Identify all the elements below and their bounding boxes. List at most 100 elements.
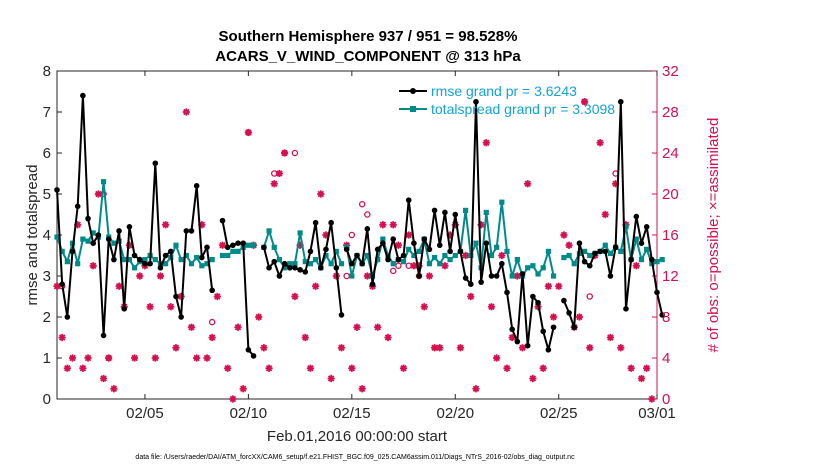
totalspread-point (245, 242, 251, 248)
y-tick-label: 4 (43, 227, 51, 244)
obs-assimilated-marker (632, 262, 640, 270)
obs-assimilated-marker (539, 364, 547, 372)
rmse-point (416, 273, 422, 279)
y-tick-label-right: 16 (662, 227, 679, 244)
rmse-point (230, 242, 236, 249)
rmse-point (586, 262, 593, 269)
x-axis-label: Feb.01,2016 00:00:00 start (267, 428, 448, 445)
totalspread-point (452, 252, 458, 259)
obs-assimilated-marker (384, 333, 392, 342)
rmse-point (167, 248, 174, 255)
totalspread-point (323, 252, 329, 259)
rmse-point (483, 240, 490, 246)
totalspread-point (178, 257, 184, 263)
totalspread-point (250, 242, 257, 248)
totalspread-point (188, 261, 195, 267)
rmse-point (131, 252, 138, 259)
obs-assimilated-marker (94, 190, 102, 198)
totalspread-point (566, 252, 572, 259)
obs-possible-marker (358, 200, 366, 208)
totalspread-point (654, 259, 660, 265)
obs-assimilated-marker (187, 323, 196, 331)
totalspread-point (364, 252, 370, 259)
rmse-point (452, 211, 459, 218)
rmse-point (462, 275, 469, 281)
totalspread-point (111, 240, 117, 246)
obs-assimilated-marker (229, 395, 237, 403)
x-tick-label: 02/10 (230, 405, 268, 422)
totalspread-point (514, 257, 520, 263)
obs-assimilated-marker (74, 221, 82, 229)
rmse-point (411, 240, 417, 246)
totalspread-point (416, 248, 422, 254)
obs-assimilated-marker (327, 374, 335, 383)
rmse-point (364, 226, 371, 232)
rmse-point (405, 197, 412, 203)
rmse-point (240, 240, 247, 246)
totalspread-point (292, 261, 298, 267)
obs-possible-marker (364, 211, 371, 218)
obs-assimilated-marker (508, 333, 516, 342)
obs-possible-marker (389, 267, 397, 275)
rmse-point (276, 273, 283, 279)
rmse-point (545, 347, 552, 353)
rmse-point (105, 236, 112, 242)
rmse-point (338, 312, 345, 318)
rmse-point (292, 265, 298, 271)
obs-possible-marker (245, 129, 252, 136)
totalspread-point (64, 259, 70, 265)
totalspread-point (607, 250, 614, 257)
obs-possible-marker (581, 98, 588, 106)
rmse-point (271, 258, 278, 265)
totalspread-point (561, 254, 567, 261)
obs-assimilated-marker (498, 251, 506, 260)
x-tick-label: 02/25 (540, 405, 578, 422)
totalspread-point (276, 257, 283, 263)
rmse-point (571, 324, 578, 331)
obs-assimilated-marker (84, 354, 92, 362)
obs-assimilated-marker (213, 292, 221, 301)
totalspread-point (535, 271, 541, 277)
x-tick-label: 02/20 (437, 405, 475, 422)
totalspread-point (235, 248, 241, 254)
y-tick-label-right: 0 (662, 391, 670, 408)
obs-assimilated-marker (130, 354, 139, 362)
obs-assimilated-marker (617, 344, 625, 352)
obs-assimilated-marker (405, 231, 413, 239)
rmse-point (654, 289, 660, 296)
rmse-point (157, 265, 164, 271)
obs-assimilated-marker (493, 354, 501, 362)
rmse-point (193, 183, 200, 189)
obs-assimilated-marker (89, 262, 97, 270)
rmse-point (90, 240, 97, 246)
rmse-point (561, 297, 567, 304)
rmse-point (395, 256, 402, 263)
rmse-point (235, 240, 241, 246)
rmse-point (499, 260, 505, 267)
rmse-point (136, 256, 143, 263)
totalspread-point (437, 261, 443, 267)
totalspread-point (100, 179, 107, 185)
obs-assimilated-marker (296, 241, 304, 249)
rmse-point (333, 265, 340, 271)
rmse-point (421, 236, 428, 242)
totalspread-point (571, 261, 577, 267)
totalspread-point (447, 257, 453, 263)
obs-assimilated-marker (203, 354, 211, 362)
totalspread-point (400, 259, 407, 265)
y-axis-label: rmse and totalspread (24, 165, 41, 306)
obs-assimilated-marker (612, 180, 620, 188)
totalspread-point (349, 273, 355, 279)
y-tick-label: 5 (43, 186, 51, 203)
obs-assimilated-marker (301, 333, 309, 342)
totalspread-point (209, 257, 215, 263)
obs-assimilated-marker (446, 231, 454, 239)
totalspread-point (442, 252, 448, 259)
rmse-point (488, 273, 495, 279)
y-tick-label: 3 (43, 268, 51, 285)
obs-assimilated-marker (544, 282, 552, 290)
obs-assimilated-marker (255, 313, 263, 321)
obs-assimilated-marker (487, 303, 496, 311)
rmse-point (204, 244, 210, 251)
